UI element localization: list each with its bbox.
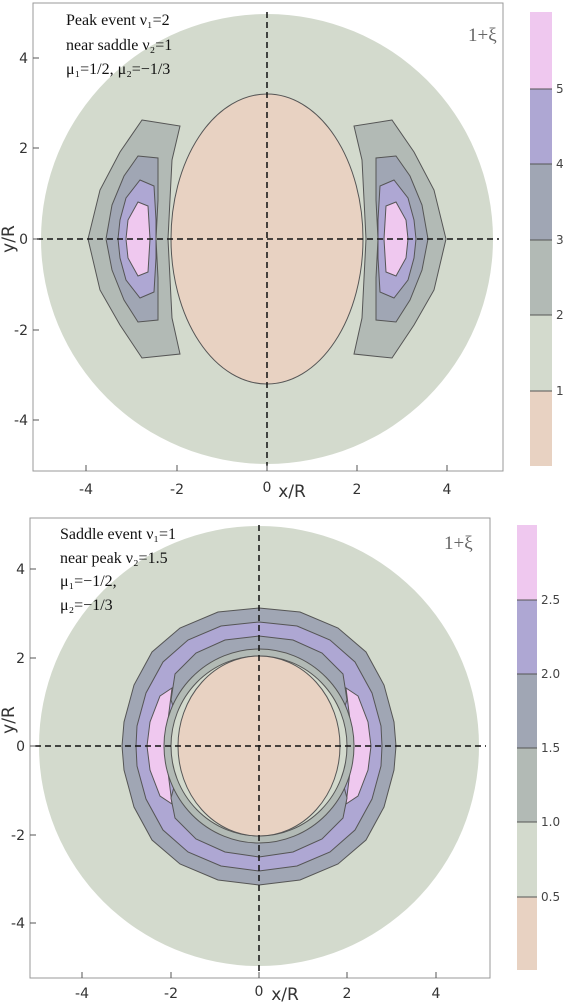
bottom-annotation-line: near peak ν₂=1.5 xyxy=(60,550,168,567)
top-colorbar-tick: 1 xyxy=(556,384,563,398)
top-colorbar-tick: 4 xyxy=(556,157,563,171)
top-y-tick: -2 xyxy=(14,323,28,339)
top-x-tick: 2 xyxy=(353,482,362,498)
bottom-colorbar: 2.5 2.0 1.5 1.0 0.5 xyxy=(517,525,560,970)
top-annotation-line: near saddle ν₂=1 xyxy=(66,37,172,54)
bottom-annotation-line: μ₁=−1/2, xyxy=(60,573,117,590)
top-x-tick: 4 xyxy=(443,482,452,498)
bottom-y-tick: -4 xyxy=(11,916,25,932)
top-legend-title: 1+ξ xyxy=(468,25,497,46)
top-y-label: y/R xyxy=(0,225,19,253)
bottom-colorbar-tick: 2.5 xyxy=(541,593,560,607)
bottom-legend-title: 1+ξ xyxy=(444,533,473,554)
bottom-x-tick: -2 xyxy=(164,986,178,1002)
bottom-x-tick: 0 xyxy=(255,984,264,1000)
bottom-x-label: x/R xyxy=(271,985,299,1004)
top-x-tick: -2 xyxy=(170,482,184,498)
bottom-y-tick: 0 xyxy=(16,739,25,755)
bottom-colorbar-tick: 2.0 xyxy=(541,667,560,681)
top-colorbar-tick: 5 xyxy=(556,82,563,96)
top-colorbar-tick: 3 xyxy=(556,233,563,247)
top-y-tick: 2 xyxy=(19,141,28,157)
top-x-tick: 0 xyxy=(263,480,272,496)
bottom-annotation-line: Saddle event ν₁=1 xyxy=(60,526,176,543)
top-y-tick: 0 xyxy=(19,232,28,248)
bottom-y-tick: 4 xyxy=(16,562,25,578)
bottom-colorbar-tick: 1.0 xyxy=(541,815,560,829)
top-colorbar: 5 4 3 2 1 xyxy=(530,12,563,466)
top-annotation-line: Peak event ν₁=2 xyxy=(66,12,170,29)
top-x-tick: -4 xyxy=(79,482,93,498)
top-x-label: x/R xyxy=(278,482,306,502)
top-right-lobe-peak xyxy=(383,201,409,277)
bottom-annotation-line: μ₂=−1/3 xyxy=(60,597,113,614)
bottom-colorbar-tick: 1.5 xyxy=(541,741,560,755)
bottom-y-tick: 2 xyxy=(16,651,25,667)
bottom-x-tick: 4 xyxy=(432,986,441,1002)
bottom-colorbar-tick: 0.5 xyxy=(541,890,560,904)
top-colorbar-tick: 2 xyxy=(556,308,563,322)
bottom-y-label: y/R xyxy=(0,706,19,734)
top-y-tick: 4 xyxy=(19,51,28,67)
bottom-x-tick: 2 xyxy=(343,986,352,1002)
top-y-tick: -4 xyxy=(14,413,28,429)
top-panel: -4 -2 0 2 4 4 2 0 -2 -4 x/R y/R Peak eve… xyxy=(0,2,504,502)
bottom-panel: -4 -2 0 2 4 4 2 0 -2 -4 x/R y/R Saddle e… xyxy=(0,517,491,1004)
bottom-y-tick: -2 xyxy=(11,828,25,844)
top-annotation-line: μ₁=1/2, μ₂=−1/3 xyxy=(66,61,170,78)
bottom-x-tick: -4 xyxy=(75,986,89,1002)
